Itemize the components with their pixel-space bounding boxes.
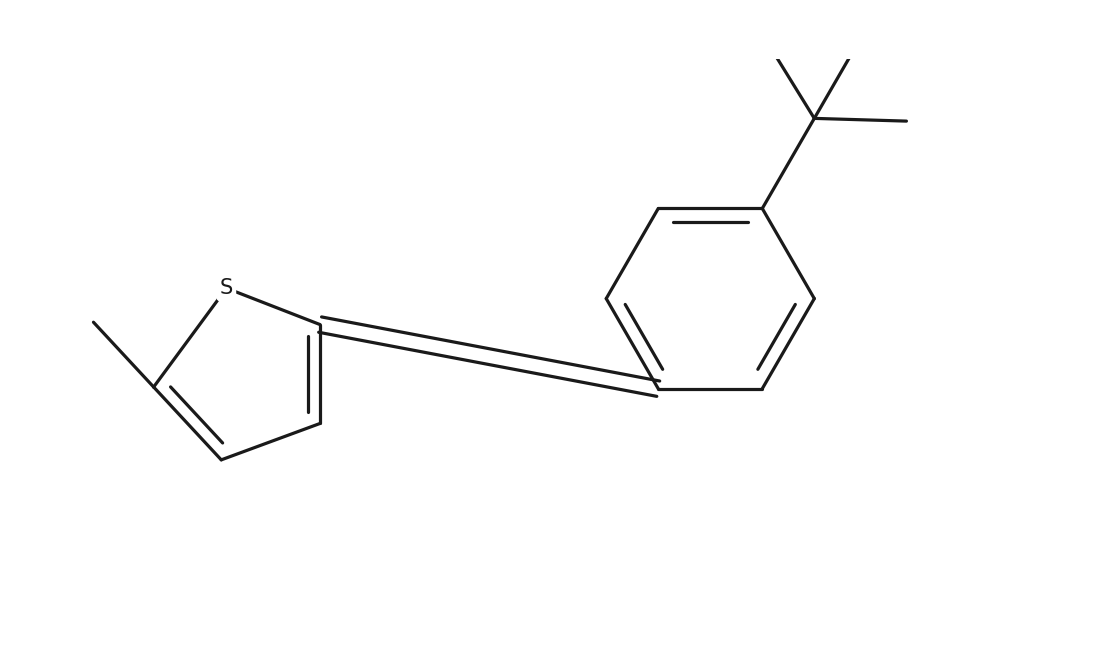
Text: S: S (220, 278, 233, 298)
